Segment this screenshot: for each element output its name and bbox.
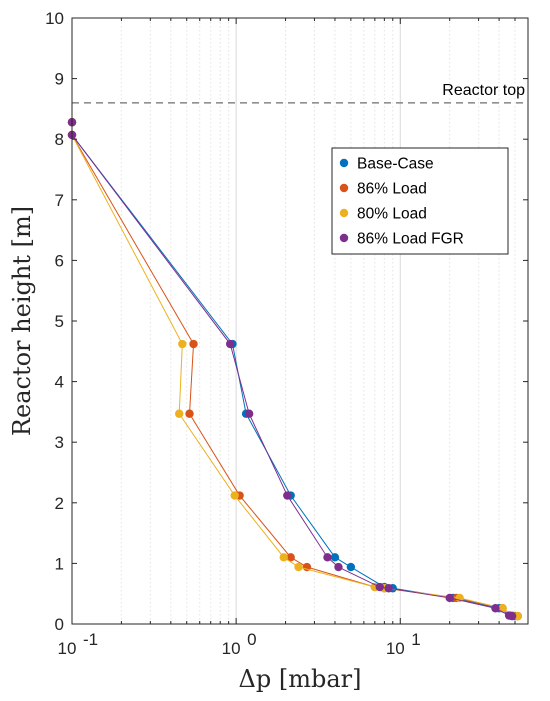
data-point [445,593,454,603]
reactor-top-label: Reactor top [442,82,525,99]
data-point [330,553,340,562]
data-point [375,582,384,592]
y-tick-label: 0 [55,615,64,634]
y-axis-label: Reactor height [m] [8,206,36,436]
reference-line-group: Reactor top [72,82,528,104]
data-point [189,339,198,349]
legend-marker [339,158,349,168]
x-tick-exponent: -1 [83,630,98,649]
data-point [225,339,235,349]
data-point [286,553,295,562]
legend-marker [339,233,349,243]
data-point [384,584,393,593]
x-tick-exponent: 0 [247,630,256,649]
data-point [175,409,184,418]
data-point [283,491,292,500]
x-tick-label: 10 [222,639,241,658]
legend-label: Base-Case [357,156,434,173]
y-tick-label: 5 [55,312,64,331]
legend-label: 80% Load [357,206,427,223]
y-tick-label: 6 [55,251,64,270]
data-point [294,562,303,572]
y-tick-label: 3 [55,433,64,452]
data-point [185,409,194,418]
legend-label: 86% Load FGR [357,231,464,248]
data-point [230,491,239,500]
axis-ticks: 0 1 2 3 4 5 6 7 8 9 10 10 -1 10 0 10 1 [45,9,529,658]
legend-marker [339,208,349,218]
series-group [67,118,517,621]
x-tick-exponent: 1 [411,630,420,649]
legend-box [331,147,509,255]
y-tick-label: 10 [45,9,64,28]
data-point [498,604,507,613]
legend: Base-Case 86% Load 80% Load 86% Load FGR [331,147,509,255]
legend-label: 86% Load [357,181,427,198]
data-point [346,562,356,572]
grid-lines [71,18,529,624]
plot-area [72,18,528,624]
data-point [323,553,332,562]
series-group [67,118,522,621]
data-point [279,553,288,562]
data-point [244,409,254,418]
x-axis-label: Δp [mbar] [239,665,362,693]
y-tick-label: 4 [55,373,64,392]
x-tick-label: 10 [386,639,405,658]
data-point [334,562,343,572]
data-point [491,604,500,613]
y-tick-label: 2 [55,494,64,513]
data-point [178,339,187,349]
x-tick-label: 10 [58,639,77,658]
y-tick-label: 9 [55,70,64,89]
data-point [507,611,517,621]
legend-marker [339,183,349,193]
y-tick-label: 8 [55,130,64,149]
y-tick-label: 1 [55,554,64,573]
y-tick-label: 7 [55,191,64,210]
